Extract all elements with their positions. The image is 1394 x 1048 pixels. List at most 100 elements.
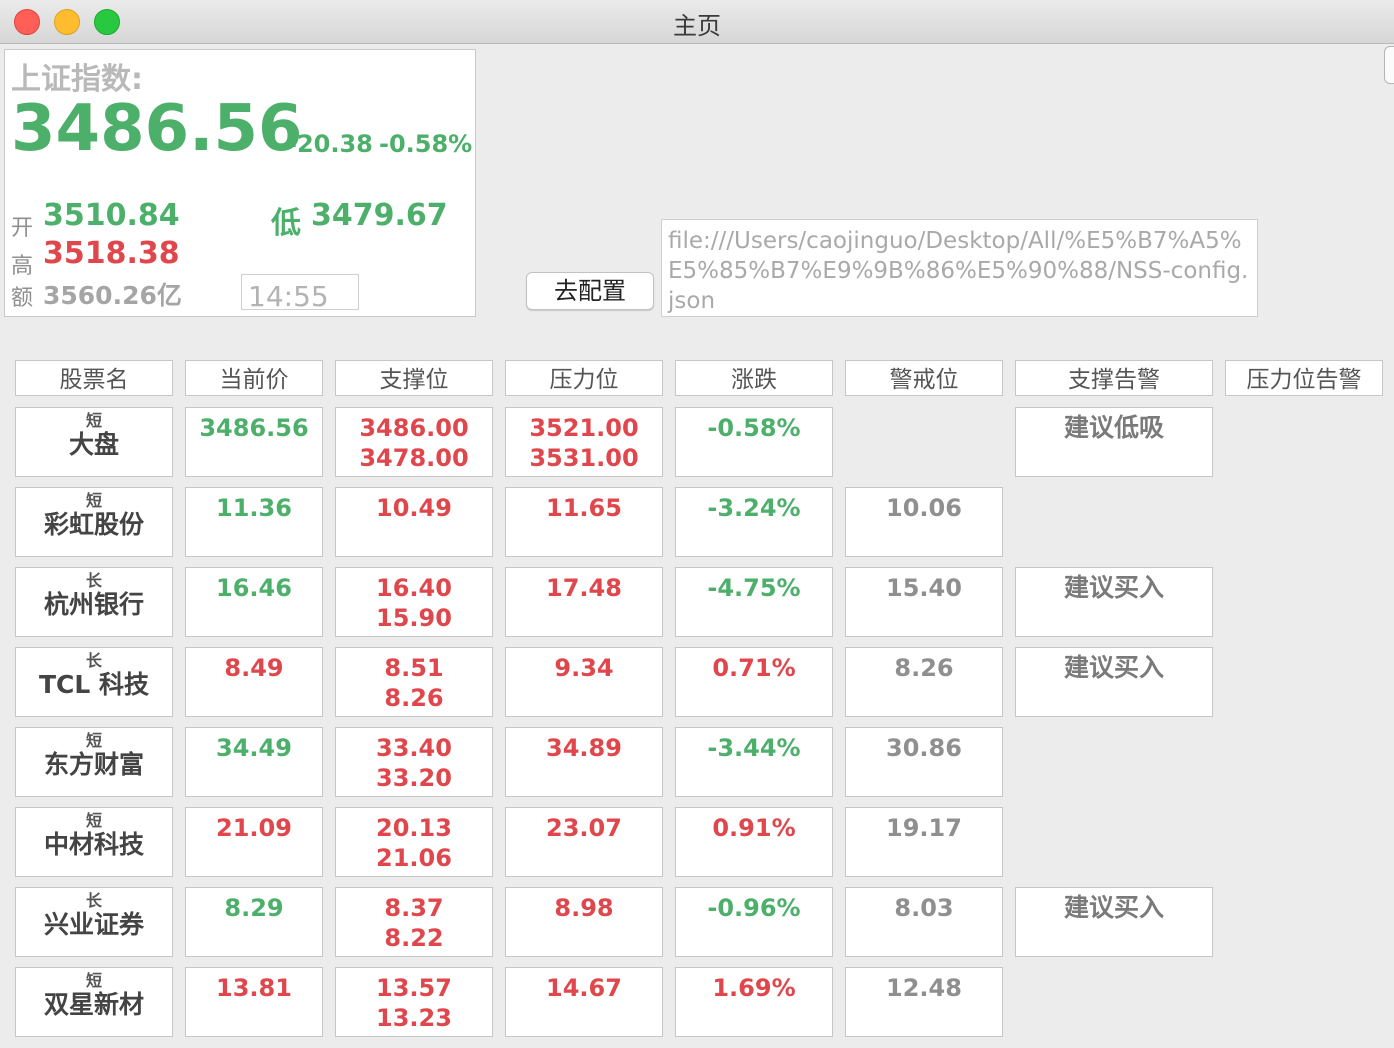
support-value: 33.40	[376, 734, 452, 762]
warning-cell: 8.26	[845, 647, 1003, 717]
change-cell: 1.69%	[675, 967, 833, 1037]
header-support: 支撑位	[335, 360, 493, 396]
pressure-value: 11.65	[546, 494, 622, 522]
support-value: 16.40	[376, 574, 452, 602]
minimize-window-button[interactable]	[54, 9, 80, 35]
current-price-cell: 8.29	[185, 887, 323, 957]
current-price-cell: 8.49	[185, 647, 323, 717]
pressure-value: 17.48	[546, 574, 622, 602]
support-value: 13.23	[376, 1004, 452, 1032]
change-cell: -0.58%	[675, 407, 833, 477]
current-price-cell: 34.49	[185, 727, 323, 797]
support-value: 8.22	[384, 924, 444, 952]
support-cell: 16.40 15.90	[335, 567, 493, 637]
term-tag: 长	[85, 891, 102, 910]
current-price-cell: 16.46	[185, 567, 323, 637]
amount-label: 额	[11, 286, 34, 311]
low-value: 3479.67	[311, 198, 448, 233]
stock-name: 双星新材	[43, 990, 144, 1019]
stock-name: 中材科技	[43, 830, 144, 859]
pressure-cell: 17.48	[505, 567, 663, 637]
pressure-cell: 34.89	[505, 727, 663, 797]
header-pressure: 压力位	[505, 360, 663, 396]
open-value: 3510.84	[43, 198, 180, 233]
pressure-value: 3521.00	[529, 414, 639, 442]
support-value: 33.20	[376, 764, 452, 792]
pressure-value: 3531.00	[529, 444, 639, 472]
change-cell: -3.24%	[675, 487, 833, 557]
change-cell: -3.44%	[675, 727, 833, 797]
change-cell: -4.75%	[675, 567, 833, 637]
amount-value: 3560.26亿	[43, 281, 182, 310]
term-tag: 短	[85, 811, 102, 830]
support-value: 3486.00	[359, 414, 469, 442]
change-cell: 0.71%	[675, 647, 833, 717]
current-price-cell: 11.36	[185, 487, 323, 557]
stock-name-cell[interactable]: 短中材科技	[15, 807, 173, 877]
pressure-cell: 14.67	[505, 967, 663, 1037]
header-warning: 警戒位	[845, 360, 1003, 396]
term-tag: 长	[85, 651, 102, 670]
support-value: 21.06	[376, 844, 452, 872]
header-stock-name: 股票名	[15, 360, 173, 396]
stock-name: 大盘	[68, 430, 119, 459]
support-value: 15.90	[376, 604, 452, 632]
index-name: 上证指数:	[11, 62, 143, 97]
support-value: 10.49	[376, 494, 452, 522]
support-cell: 20.13 21.06	[335, 807, 493, 877]
pressure-cell: 9.34	[505, 647, 663, 717]
change-cell: -0.96%	[675, 887, 833, 957]
config-button[interactable]: 去配置	[526, 272, 654, 310]
stock-name-cell[interactable]: 短双星新材	[15, 967, 173, 1037]
stock-name-cell[interactable]: 短彩虹股份	[15, 487, 173, 557]
support-alert-cell: 建议买入	[1015, 567, 1213, 637]
stock-name-cell[interactable]: 短东方财富	[15, 727, 173, 797]
stock-name: 兴业证券	[43, 910, 144, 939]
pressure-cell: 8.98	[505, 887, 663, 957]
close-window-button[interactable]	[14, 9, 40, 35]
warning-cell: 12.48	[845, 967, 1003, 1037]
support-alert-cell: 建议买入	[1015, 887, 1213, 957]
support-cell: 33.40 33.20	[335, 727, 493, 797]
index-panel: 上证指数: 3486.56 -20.38 -0.58% 开 3510.84 低 …	[4, 49, 476, 317]
term-tag: 短	[85, 731, 102, 750]
stock-name-cell[interactable]: 长兴业证券	[15, 887, 173, 957]
stock-name: 杭州银行	[43, 590, 144, 619]
warning-cell: 19.17	[845, 807, 1003, 877]
stock-name-cell[interactable]: 长 TCL 科技	[15, 647, 173, 717]
high-label: 高	[11, 254, 34, 279]
zoom-window-button[interactable]	[94, 9, 120, 35]
scroll-handle[interactable]	[1384, 46, 1394, 84]
config-path-field[interactable]: file:///Users/caojinguo/Desktop/All/%E5%…	[661, 219, 1258, 317]
stock-name: 彩虹股份	[43, 510, 144, 539]
support-value: 13.57	[376, 974, 452, 1002]
support-alert-cell: 建议买入	[1015, 647, 1213, 717]
index-price: 3486.56	[11, 92, 303, 166]
header-change: 涨跌	[675, 360, 833, 396]
stock-name: TCL 科技	[38, 670, 150, 699]
pressure-cell: 3521.00 3531.00	[505, 407, 663, 477]
high-value: 3518.38	[43, 236, 180, 271]
pressure-cell: 23.07	[505, 807, 663, 877]
stock-name-cell[interactable]: 长杭州银行	[15, 567, 173, 637]
pressure-cell: 11.65	[505, 487, 663, 557]
support-cell: 8.51 8.26	[335, 647, 493, 717]
warning-cell: 15.40	[845, 567, 1003, 637]
term-tag: 短	[85, 491, 102, 510]
low-label: 低	[271, 206, 301, 241]
index-change-pct: -0.58%	[379, 130, 473, 158]
change-cell: 0.91%	[675, 807, 833, 877]
term-tag: 长	[85, 571, 102, 590]
term-tag: 短	[85, 971, 102, 990]
pressure-value: 23.07	[546, 814, 622, 842]
warning-cell: 10.06	[845, 487, 1003, 557]
stock-name-cell[interactable]: 短大盘	[15, 407, 173, 477]
term-tag: 短	[85, 411, 102, 430]
time-field[interactable]: 14:55	[241, 274, 359, 310]
title-bar: 主页	[0, 0, 1394, 44]
pressure-value: 14.67	[546, 974, 622, 1002]
support-cell: 8.37 8.22	[335, 887, 493, 957]
current-price-cell: 13.81	[185, 967, 323, 1037]
current-price-cell: 21.09	[185, 807, 323, 877]
support-value: 3478.00	[359, 444, 469, 472]
